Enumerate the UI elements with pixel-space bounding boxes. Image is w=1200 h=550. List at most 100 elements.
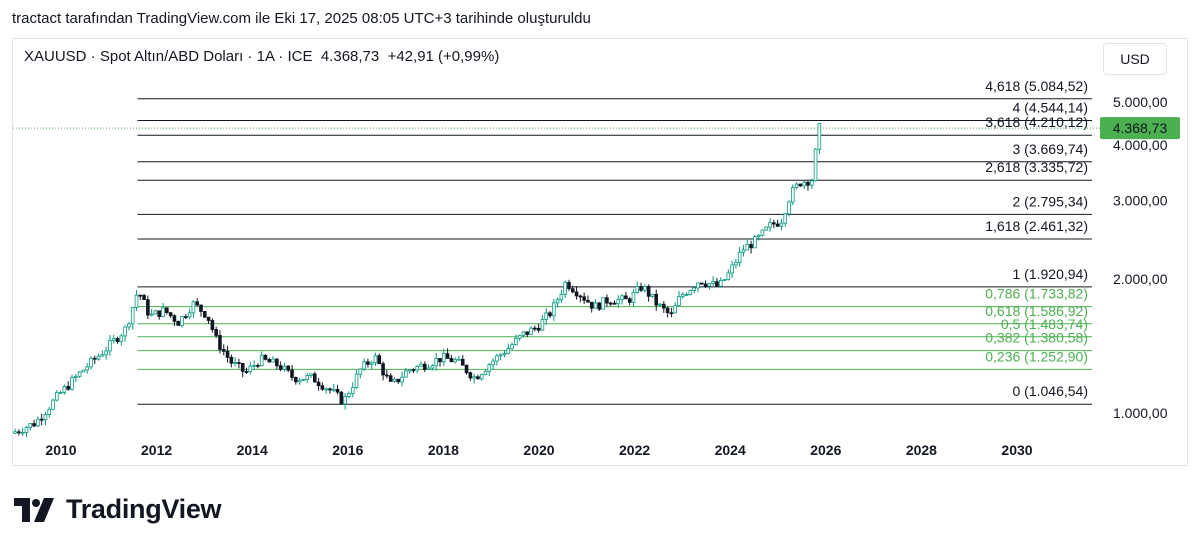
candle-body [608, 302, 613, 305]
candle-body [707, 283, 712, 287]
candle-body [127, 323, 131, 328]
candle-body [195, 301, 199, 306]
y-tick-label: 1.000,00 [1113, 405, 1168, 421]
candle-body [161, 307, 165, 317]
candle-body [244, 371, 249, 373]
candle-body [286, 365, 291, 371]
candle-body [734, 262, 738, 266]
fib-level-label: 0,786 (1.733,82) [985, 286, 1088, 302]
candle-body [582, 296, 586, 301]
candle-body [191, 301, 196, 314]
price-change-pct: (+0,99%) [438, 48, 500, 65]
candle-body [517, 334, 522, 339]
candle-body [149, 313, 154, 316]
candle-body [267, 358, 272, 363]
candle-body [210, 320, 215, 330]
tradingview-logo[interactable]: TradingView [14, 494, 222, 525]
candle-body [696, 282, 700, 289]
candle-body [282, 365, 287, 370]
candle-body [688, 289, 693, 295]
candle-body [62, 386, 67, 393]
candle-body [790, 187, 795, 203]
candle-body [624, 295, 628, 300]
candle-body [423, 363, 427, 370]
candle-body [202, 311, 207, 318]
candle-body [17, 431, 21, 434]
candle-body [55, 392, 59, 401]
candle-body [225, 350, 230, 358]
candle-body [574, 291, 579, 297]
last-price-label: 4.368,73 [1113, 120, 1168, 136]
candle-body [745, 244, 750, 251]
tradingview-logo-icon [14, 497, 54, 522]
fib-level-label: 0,618 (1.586,92) [985, 303, 1088, 319]
candle-body [783, 213, 788, 224]
x-tick-label: 2024 [715, 442, 746, 458]
candle-body [722, 279, 727, 281]
candle-body [586, 299, 590, 303]
candle-body [525, 331, 530, 335]
candle-body [168, 312, 173, 317]
candle-body [817, 123, 822, 150]
candle-body [699, 282, 704, 285]
candle-body [794, 183, 799, 188]
symbol-description: Spot Altın/ABD Doları [99, 48, 244, 65]
candle-body [802, 181, 806, 187]
candle-body [89, 357, 93, 368]
candle-body [764, 226, 769, 231]
candle-body [798, 183, 803, 187]
candle-body [354, 373, 359, 388]
candle-body [350, 387, 355, 394]
candle-body [654, 293, 659, 306]
candle-body [544, 312, 549, 320]
candle-body [711, 281, 715, 284]
separator: · [86, 48, 100, 65]
candle-body [529, 327, 533, 335]
candle-body [77, 371, 82, 377]
x-tick-label: 2014 [237, 442, 268, 458]
candle-body [24, 427, 29, 433]
candle-body [627, 298, 632, 303]
candle-body [248, 365, 253, 372]
candle-body [47, 408, 52, 415]
candle-body [221, 349, 226, 352]
candle-body [146, 299, 150, 316]
candle-body [563, 281, 567, 295]
candle-body [187, 312, 192, 318]
fib-level-label: 3,618 (4.210,12) [985, 114, 1088, 130]
candle-body [495, 355, 499, 362]
candle-body [559, 293, 564, 301]
candle-body [756, 234, 761, 238]
candle-body [468, 372, 473, 379]
candle-body [392, 378, 397, 382]
candle-body [589, 301, 594, 309]
candle-body [639, 286, 643, 291]
last-price: 4.368,73 [320, 48, 380, 65]
candle-body [597, 302, 602, 310]
fib-level-label: 4 (4.544,14) [1013, 99, 1089, 115]
candle-body [426, 367, 431, 370]
candle-body [134, 294, 139, 308]
chart-caption: tractact tarafından TradingView.com ile … [12, 10, 591, 27]
candle-body [119, 335, 124, 343]
candle-body [396, 378, 401, 383]
fib-level-label: 1 (1.920,94) [1013, 266, 1089, 282]
candle-body [104, 350, 108, 356]
candle-body [294, 377, 298, 383]
x-tick-label: 2022 [619, 442, 650, 458]
candle-body [407, 369, 412, 372]
currency-button[interactable]: USD [1103, 43, 1167, 75]
symbol-legend[interactable]: XAUUSD · Spot Altın/ABD Doları · 1A · IC… [24, 48, 499, 65]
candle-body [438, 358, 442, 363]
candle-body [347, 393, 351, 397]
candle-body [483, 370, 488, 376]
candle-body [415, 365, 420, 371]
candle-body [684, 294, 689, 296]
candle-body [240, 362, 245, 372]
candle-body [551, 302, 556, 317]
candle-body [703, 283, 708, 287]
candle-body [498, 354, 503, 357]
candle-body [715, 281, 719, 287]
candle-body [369, 362, 374, 365]
